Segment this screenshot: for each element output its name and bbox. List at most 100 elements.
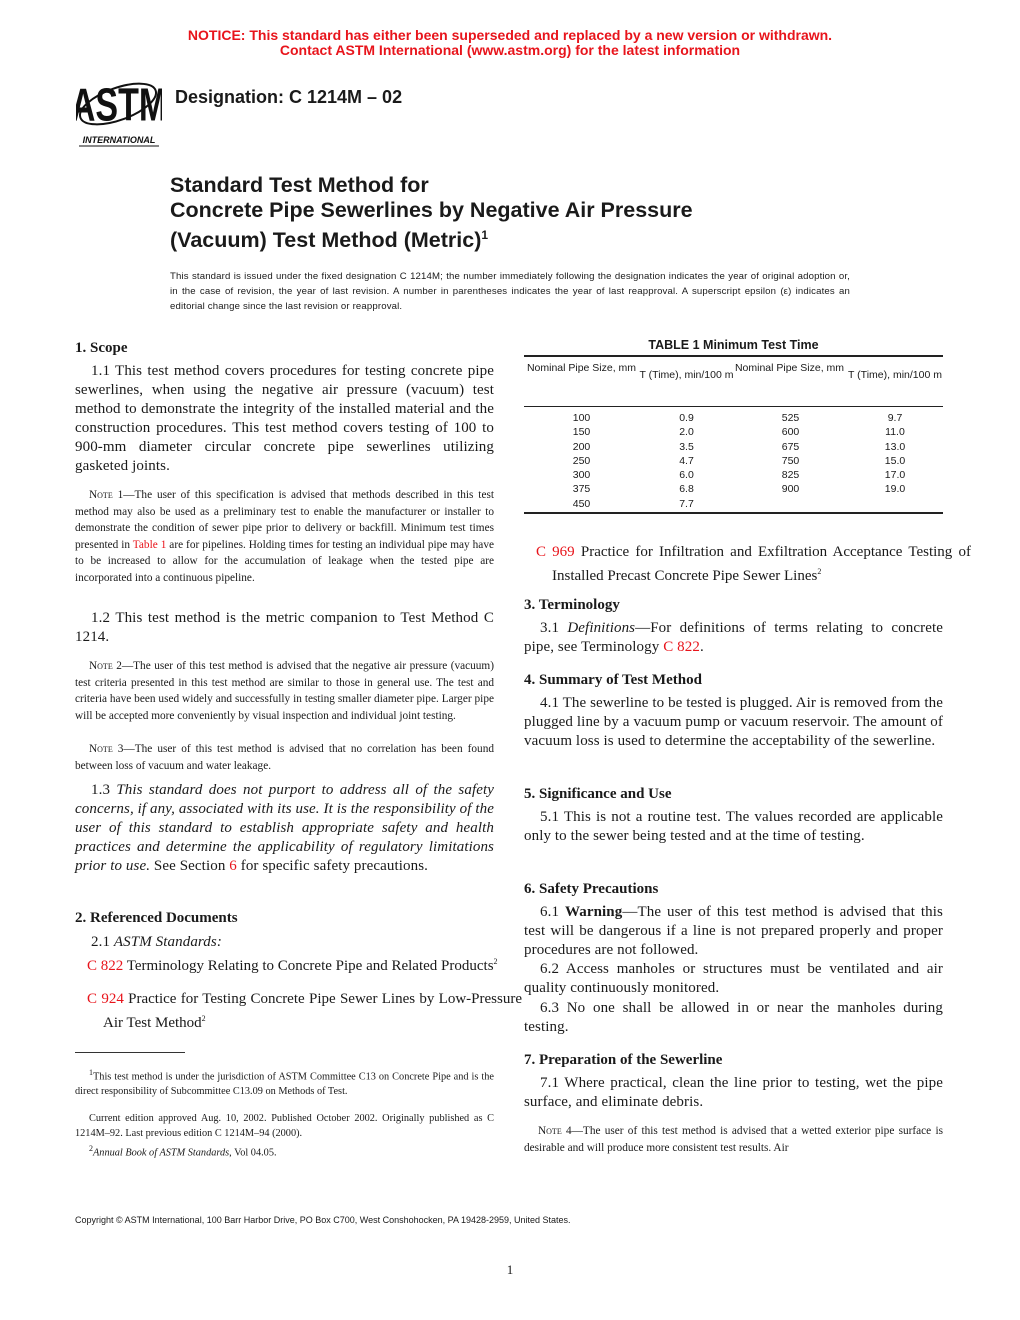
table-bottom-rule [524,512,943,514]
header-cell: T (Time), min/100 m [848,369,942,381]
table-row: 450 7.7 [524,497,943,511]
paragraph-5-1: 5.1 This is not a routine test. The valu… [524,809,943,845]
paragraph-6-2: 6.2 Access manholes or structures must b… [524,961,943,997]
paragraph-1-3: 1.3 This standard does not purport to ad… [75,781,494,876]
table-cell: 2.0 [679,426,694,439]
footnote-1: 1This test method is under the jurisdict… [75,1065,494,1099]
designation: Designation: C 1214M – 02 [175,87,403,107]
table-row: 250 4.7 750 15.0 [524,454,943,468]
table-cell: 0.9 [679,412,694,424]
table-row: 200 3.5 675 13.0 [524,440,943,454]
footnote-divider [75,1052,185,1053]
para-text: See Section [150,858,230,875]
table-cell: 100 [572,412,591,424]
notice-line-2: Contact ASTM International (www.astm.org… [279,42,741,58]
ref-text: Practice for Infiltration and Exfiltrati… [552,544,971,584]
para-text: ASTM Standards: [113,934,222,950]
table-row: 150 2.0 600 11.0 [524,425,943,439]
astm-logo: ASTM INTERNATIONAL [71,72,167,150]
table-cell: 200 [572,440,591,453]
paragraph-1-1: 1.1 This test method covers procedures f… [75,363,494,475]
table-cell: 150 [572,426,591,439]
table-cell: 6.8 [679,483,694,496]
section-heading-significance: 5. Significance and Use [524,786,672,802]
section-heading-preparation: 7. Preparation of the Sewerline [524,1052,723,1068]
para-number: 2.1 [91,934,114,950]
paragraph-6-1: 6.1 Warning—The user of this test method… [524,903,943,960]
svg-text:INTERNATIONAL: INTERNATIONAL [83,135,156,145]
table-cell: 6.0 [679,469,694,482]
table-row: 375 6.8 900 19.0 [524,482,943,496]
footnote-ref: 2 [493,957,498,966]
para-text: —The user of this test method is advised… [524,904,943,959]
section-heading-terminology: 3. Terminology [524,597,620,613]
header-cell: T (Time), min/100 m [639,369,734,381]
c822-link[interactable]: C 822 [87,958,124,974]
para-number: 6.1 [540,904,565,920]
note-1: Note 1—The user of this specification is… [75,487,494,587]
note-4: Note 4—The user of this test method is a… [524,1123,943,1156]
issuance-statement: This standard is issued under the fixed … [170,271,850,312]
section-heading-scope: 1. Scope [75,340,128,356]
table-cell: 300 [572,469,591,482]
paragraph-7-1: 7.1 Where practical, clean the line prio… [524,1075,943,1111]
note-text: are for pipelines. Holding times for tes… [75,538,494,584]
c969-link[interactable]: C 969 [536,544,575,560]
table-cell: 450 [572,497,591,510]
svg-text:ASTM: ASTM [76,79,162,131]
c822-link[interactable]: C 822 [663,639,700,656]
note-text: 1—The user of this specification is advi… [75,489,494,551]
reference-c822: C 822 Terminology Relating to Concrete P… [75,952,522,976]
table-cell: 525 [781,412,800,424]
section-heading-referenced-documents: 2. Referenced Documents [75,910,238,926]
table-cell: 17.0 [884,469,906,482]
safety-statement: This standard does not purport to addres… [75,782,494,875]
paragraph-6-3: 6.3 No one shall be allowed in or near t… [524,1000,943,1036]
table-cell: 15.0 [884,454,906,467]
section-heading-summary: 4. Summary of Test Method [524,672,702,688]
notice-line-1: NOTICE: This standard has either been su… [187,27,833,43]
table-cell: 9.7 [887,412,903,424]
footnote-ref: 2 [817,567,822,576]
para-text: . [699,639,704,656]
title-line: (Vacuum) Test Method (Metric) [170,228,482,253]
footnote-ref: 1 [481,228,489,242]
table-body: 100 0.9 525 9.7 150 2.0 600 11.0 200 3.5 675 13.0 25… [524,411,943,511]
note-text: 4—The user of this test method is advise… [524,1125,943,1154]
ref-text: Terminology Relating to Concrete Pipe an… [123,958,494,974]
note-label: Note [89,489,113,501]
section-6-link[interactable]: 6 [229,858,237,875]
section-heading-safety: 6. Safety Precautions [524,881,659,897]
reference-c924: C 924 Practice for Testing Concrete Pipe… [75,990,522,1033]
footnote-ref: 2 [201,1014,206,1023]
note-2: Note 2—The user of this test method is a… [75,658,494,724]
note-label: Note [89,660,113,672]
reference-c969: C 969 Practice for Infiltration and Exfi… [524,543,971,586]
footnote-mark: 2 [89,1144,93,1153]
table-row: 100 0.9 525 9.7 [524,411,943,425]
note-3: Note 3—The user of this test method is a… [75,741,494,774]
para-number: 1.3 [91,782,117,798]
warning-label: Warning [564,904,623,920]
footnote-2: 2Annual Book of ASTM Standards, Vol 04.0… [75,1141,494,1160]
paragraph-4-1: 4.1 The sewerline to be tested is plugge… [524,695,943,750]
note-text: 2—The user of this test method is advise… [75,660,494,722]
c924-link[interactable]: C 924 [87,991,124,1007]
para-text: for specific safety precautions. [236,858,429,875]
footnote-text: Annual Book of ASTM Standards [93,1147,230,1159]
table-cell: 4.7 [679,454,694,467]
footnote-mark: 1 [89,1068,93,1077]
footnote-text: , Vol 04.05. [229,1147,277,1159]
table-header: Nominal Pipe Size, mm T (Time), min/100 … [524,361,943,382]
table-cell: 825 [781,469,800,482]
title-line: Standard Test Method for [170,173,429,197]
header-cell: Nominal Pipe Size, mm [526,362,637,374]
header-cell: Nominal Pipe Size, mm [734,362,845,374]
table-cell [734,497,847,511]
table-1-link[interactable]: Table 1 [132,538,167,551]
para-text: —For definitions of terms relating to co… [524,620,943,656]
table-cell [847,497,943,511]
footnote-text: This test method is under the jurisdicti… [75,1071,494,1098]
footnote-1-edition: Current edition approved Aug. 10, 2002. … [75,1113,494,1139]
paragraph-1-2: 1.2 This test method is the metric compa… [75,610,494,646]
